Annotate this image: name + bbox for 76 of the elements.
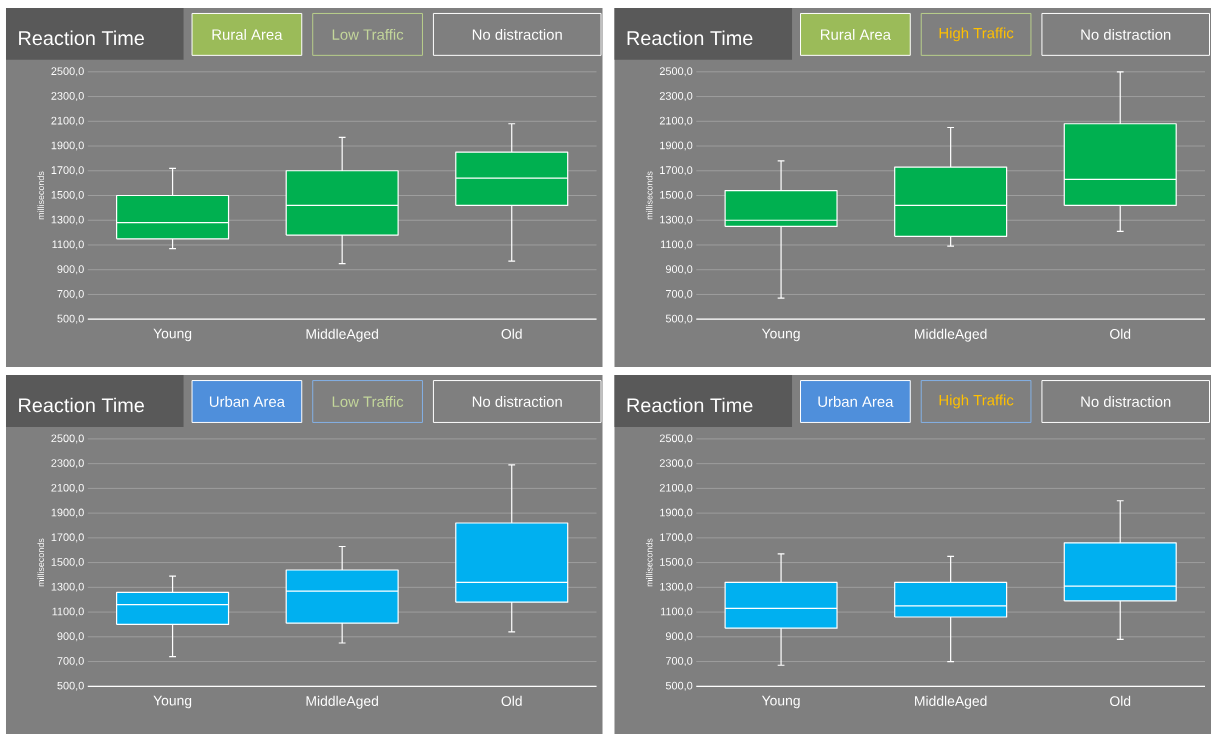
y-tick-label: 900,0 <box>665 632 693 642</box>
y-tick-label: 500,0 <box>665 314 693 324</box>
y-tick-label: 500,0 <box>57 314 84 324</box>
y-tick-label: 1700,0 <box>51 533 84 543</box>
chart-title: Reaction Time <box>627 30 753 46</box>
text: Low Traffic <box>332 395 404 407</box>
x-tick-label: Old <box>501 328 522 339</box>
y-tick-label: 1900,0 <box>660 141 693 151</box>
y-tick-label: 900,0 <box>665 265 693 275</box>
chart-title: Reaction Time <box>627 397 753 413</box>
text: Low Traffic <box>332 28 404 40</box>
x-tick-label: Young <box>761 328 800 342</box>
y-tick-label: 1500,0 <box>51 558 84 568</box>
y-tick-label: 900,0 <box>57 632 84 642</box>
y-tick-label: 1100,0 <box>52 607 84 617</box>
y-tick-label: 2100,0 <box>51 483 84 493</box>
x-tick-label: MiddleAged <box>306 695 378 709</box>
text: Rural Area <box>820 28 891 40</box>
x-tick-label: Young <box>153 695 192 709</box>
y-tick-label: 900,0 <box>57 265 84 275</box>
text: No distraction <box>1081 28 1171 40</box>
y-tick-label: 2100,0 <box>51 116 84 126</box>
y-tick-label: 2100,0 <box>659 116 693 126</box>
y-axis-title: milliseconds <box>37 171 45 220</box>
text: No distraction <box>472 395 562 407</box>
text: Urban Area <box>818 395 894 407</box>
x-tick-label: MiddleAged <box>306 328 378 342</box>
y-tick-label: 1300,0 <box>51 582 84 592</box>
y-tick-label: 1300,0 <box>51 215 84 225</box>
y-tick-label: 1700,0 <box>51 166 84 176</box>
y-tick-label: 2300,0 <box>659 91 693 101</box>
y-tick-label: 2300,0 <box>51 91 84 101</box>
y-tick-label: 700,0 <box>665 656 693 666</box>
y-tick-label: 700,0 <box>665 289 693 299</box>
chart-title: Reaction Time <box>19 397 144 413</box>
y-tick-label: 1300,0 <box>660 582 693 592</box>
x-tick-label: MiddleAged <box>915 695 987 709</box>
text: High Traffic <box>939 27 1014 42</box>
x-tick-label: Old <box>1110 695 1131 706</box>
y-tick-label: 1700,0 <box>660 166 693 176</box>
y-tick-label: 2300,0 <box>659 459 693 469</box>
text: Urban Area <box>209 395 285 407</box>
chart-title: Reaction Time <box>19 30 144 46</box>
y-tick-label: 700,0 <box>57 289 84 299</box>
y-tick-label: 1100,0 <box>660 607 693 617</box>
y-tick-label: 500,0 <box>665 681 693 691</box>
x-tick-label: Old <box>501 695 522 706</box>
text: Rural Area <box>212 28 283 40</box>
y-tick-label: 1900,0 <box>51 508 84 518</box>
x-tick-label: Young <box>153 328 192 342</box>
x-tick-label: Young <box>761 695 800 709</box>
y-tick-label: 1300,0 <box>660 215 693 225</box>
y-tick-label: 2500,0 <box>659 434 693 444</box>
y-tick-label: 700,0 <box>57 656 84 666</box>
y-axis-title: milliseconds <box>645 538 653 587</box>
y-tick-label: 500,0 <box>57 681 84 691</box>
y-tick-label: 2500,0 <box>51 67 84 77</box>
y-tick-label: 1100,0 <box>52 240 84 250</box>
text: No distraction <box>1081 395 1171 407</box>
text: No distraction <box>472 28 562 40</box>
y-tick-label: 1900,0 <box>660 508 693 518</box>
text: High Traffic <box>939 394 1014 409</box>
y-tick-label: 1500,0 <box>660 190 693 200</box>
y-tick-label: 1500,0 <box>51 190 84 200</box>
y-tick-label: 1900,0 <box>51 141 84 151</box>
y-axis-title: milliseconds <box>645 171 653 220</box>
y-tick-label: 2300,0 <box>51 459 84 469</box>
y-tick-label: 1700,0 <box>660 533 693 543</box>
x-tick-label: MiddleAged <box>915 328 987 342</box>
y-tick-label: 2500,0 <box>51 434 84 444</box>
y-tick-label: 2100,0 <box>659 483 693 493</box>
y-tick-label: 1500,0 <box>660 558 693 568</box>
y-tick-label: 1100,0 <box>660 240 693 250</box>
y-axis-title: milliseconds <box>37 538 45 587</box>
x-tick-label: Old <box>1110 328 1131 339</box>
y-tick-label: 2500,0 <box>659 67 693 77</box>
